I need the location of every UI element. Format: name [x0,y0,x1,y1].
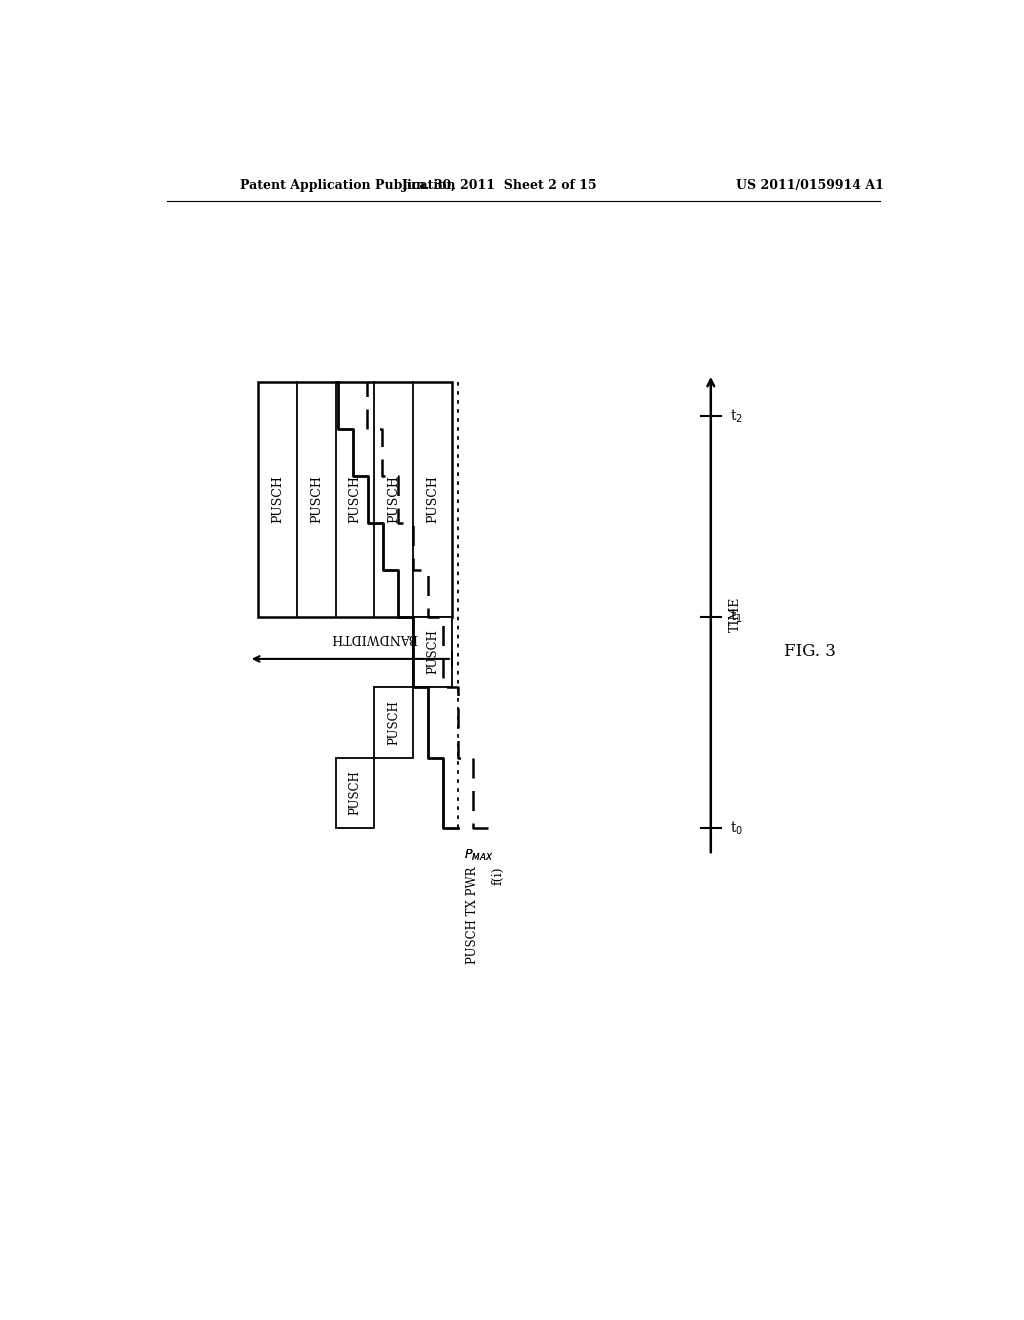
Text: f(i): f(i) [492,867,505,886]
Text: PUSCH: PUSCH [348,475,361,523]
Bar [336,758,375,829]
Bar [375,688,414,758]
Text: FIG. 3: FIG. 3 [784,643,836,660]
Text: Patent Application Publication: Patent Application Publication [241,178,456,191]
Text: PUSCH: PUSCH [348,771,361,816]
Text: PUSCH: PUSCH [387,475,400,523]
Text: t$_1$: t$_1$ [730,607,743,626]
Text: t$_0$: t$_0$ [730,820,743,837]
Text: PUSCH: PUSCH [426,630,439,675]
Text: PUSCH: PUSCH [387,700,400,744]
Text: PUSCH TX PWR: PUSCH TX PWR [466,867,479,965]
Text: PUSCH: PUSCH [310,475,323,523]
Text: US 2011/0159914 A1: US 2011/0159914 A1 [736,178,884,191]
Text: TIME: TIME [729,597,742,632]
Text: $P_{MAX}$: $P_{MAX}$ [464,847,494,863]
Text: $P_{MAX}$: $P_{MAX}$ [464,847,494,863]
Text: t$_2$: t$_2$ [730,408,743,425]
Text: BANDWIDTH: BANDWIDTH [331,631,417,644]
Bar [258,381,452,616]
Text: Jun. 30, 2011  Sheet 2 of 15: Jun. 30, 2011 Sheet 2 of 15 [402,178,598,191]
Text: PUSCH: PUSCH [271,475,284,523]
Bar [414,616,452,688]
Text: PUSCH: PUSCH [426,475,439,523]
